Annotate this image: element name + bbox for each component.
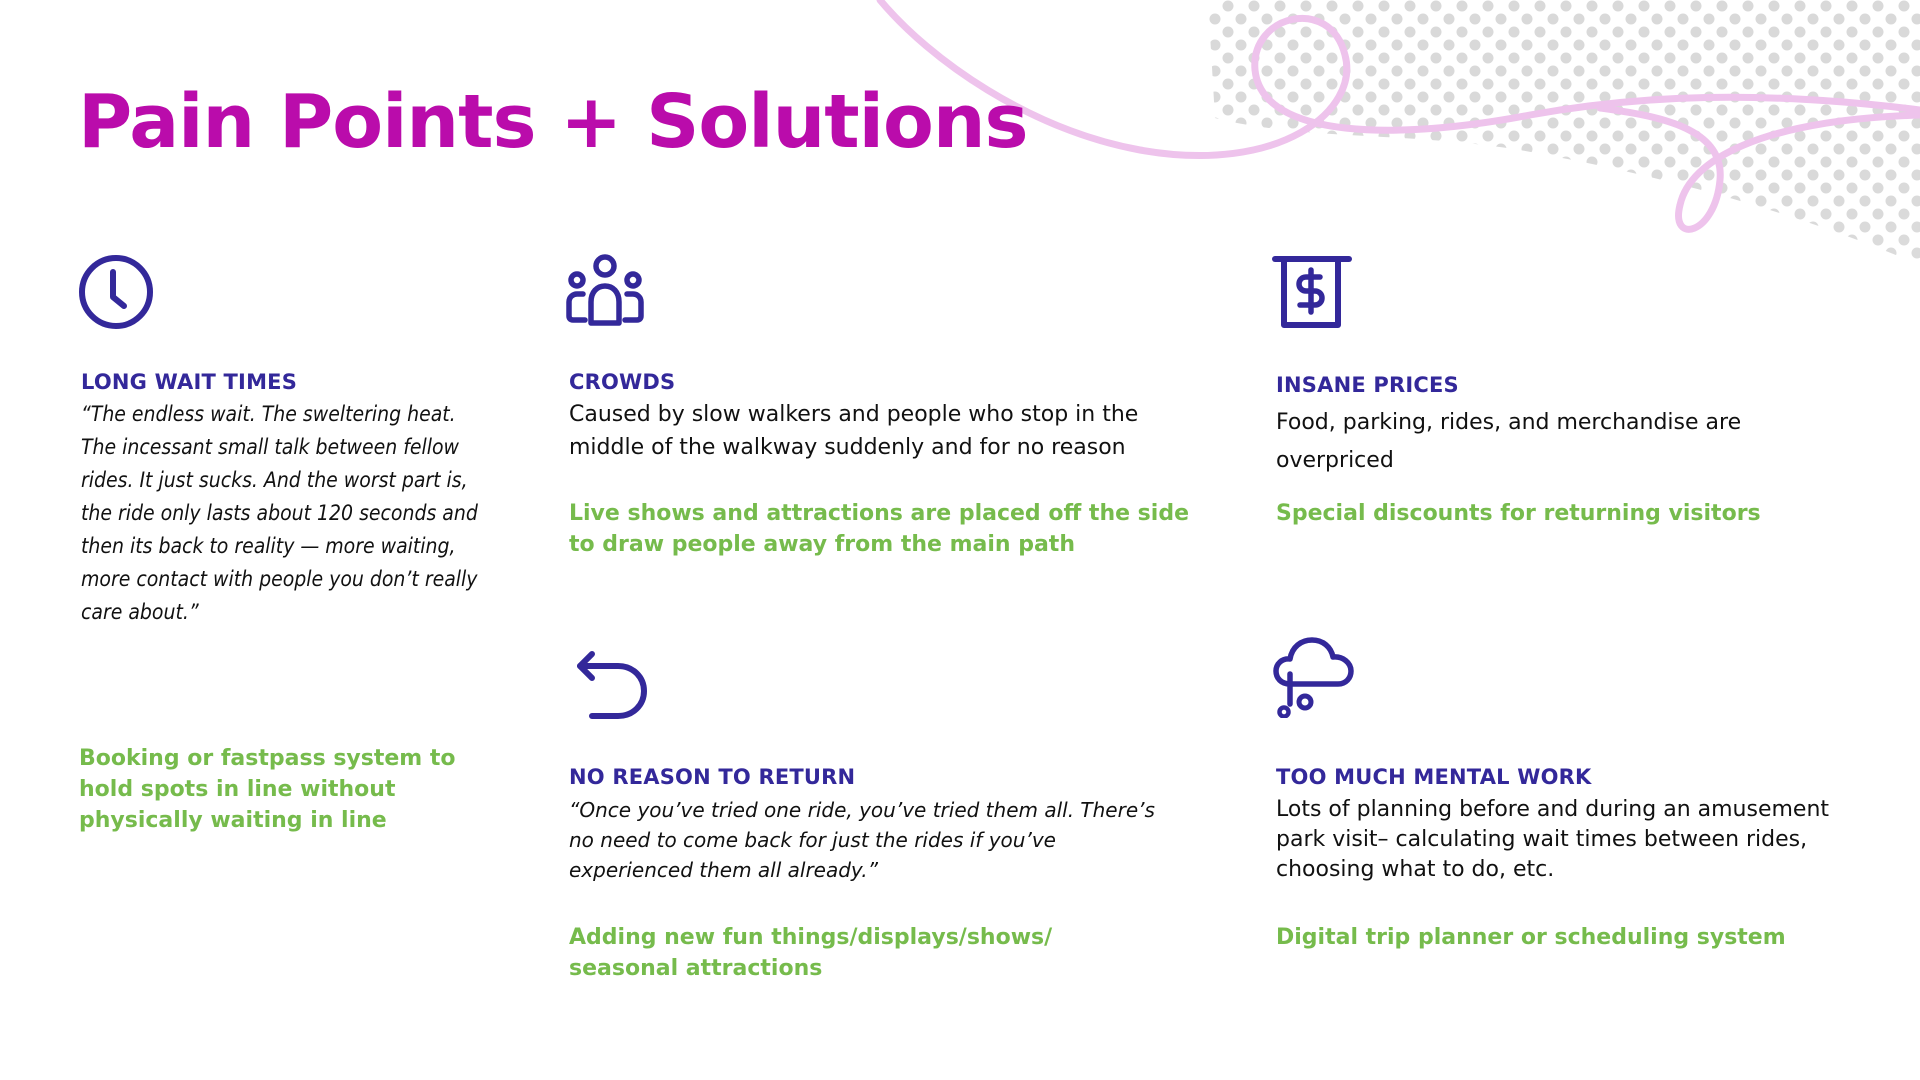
page-title: Pain Points + Solutions — [78, 79, 1029, 165]
solution-text: Booking or fastpass system to hold spots… — [79, 746, 456, 833]
thought-cloud-icon — [1272, 634, 1356, 718]
people-group-icon — [563, 250, 647, 334]
solution-text: Special discounts for returning visitors — [1276, 501, 1761, 526]
pain-point-heading: LONG WAIT TIMES — [81, 370, 298, 394]
pain-point-description: Food, parking, rides, and merchandise ar… — [1276, 410, 1742, 473]
pink-swirl-loop — [1596, 104, 1920, 233]
solution-text: Live shows and attractions are placed of… — [569, 501, 1189, 557]
clock-icon — [74, 250, 158, 334]
pain-point-heading: NO REASON TO RETURN — [569, 765, 856, 789]
solution-text: Adding new fun things/displays/shows/ se… — [569, 925, 1053, 981]
pink-swirl — [876, 0, 1920, 159]
pain-point-description: “Once you’ve tried one ride, you’ve trie… — [569, 798, 1155, 882]
pain-point-heading: TOO MUCH MENTAL WORK — [1276, 765, 1592, 789]
dot-pattern — [1208, 0, 1920, 265]
price-receipt-icon — [1270, 250, 1354, 334]
pain-point-description: Lots of planning before and during an am… — [1276, 797, 1830, 882]
pain-point-description: “The endless wait. The sweltering heat. … — [81, 402, 478, 624]
pain-point-heading: CROWDS — [569, 370, 676, 394]
solution-text: Digital trip planner or scheduling syste… — [1276, 925, 1786, 950]
pain-point-heading: INSANE PRICES — [1276, 373, 1459, 397]
return-arrow-icon — [572, 642, 656, 726]
pain-point-description: Caused by slow walkers and people who st… — [569, 402, 1139, 460]
